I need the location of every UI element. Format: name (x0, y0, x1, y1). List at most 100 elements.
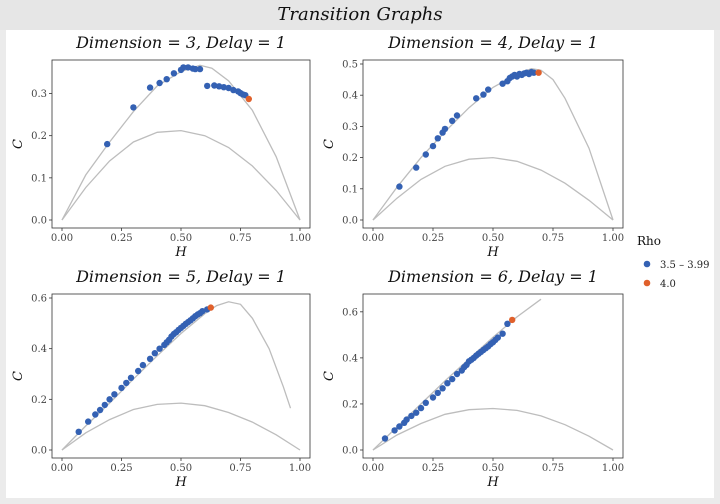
panel-frame (51, 59, 311, 229)
x-tick-label: 0.00 (51, 233, 73, 244)
y-axis-label: C (11, 371, 26, 381)
lower-bound-curve (372, 156, 614, 221)
y-tick-label: 0.0 (342, 446, 358, 457)
data-point-series-a (106, 396, 113, 403)
data-point-series-a (473, 95, 480, 102)
x-tick-label: 0.25 (110, 463, 132, 474)
x-tick-label: 0.75 (542, 463, 564, 474)
legend-label-series-b: 4.0 (660, 279, 676, 290)
data-point-series-a (453, 370, 461, 378)
data-point-series-a (156, 79, 163, 87)
legend-title: Rho (637, 234, 661, 248)
data-point-series-a (196, 65, 204, 73)
x-axis-label: H (174, 245, 187, 260)
data-point-series-a (422, 399, 429, 406)
panel-3: Dimension = 5, Delay = 1 0.00 0.25 0.50 0.75… (11, 267, 311, 490)
data-point-series-a (439, 385, 446, 392)
x-tick-label: 0.25 (422, 233, 444, 244)
legend-label-series-a: 3.5 – 3.99 (660, 260, 710, 271)
data-point-series-a (156, 345, 163, 352)
y-tick-label: 0.2 (31, 131, 47, 142)
data-point-series-a (127, 374, 135, 381)
data-point-series-a (413, 164, 420, 171)
data-point-series-a (92, 411, 99, 418)
data-point-series-a (441, 125, 449, 133)
data-point-series-a (391, 427, 398, 434)
y-tick-label: 0.3 (31, 89, 47, 100)
x-tick-label: 1.00 (289, 233, 311, 244)
data-point-series-b (535, 69, 542, 76)
data-point-series-a (211, 82, 218, 89)
lower-bound-curve (61, 129, 301, 221)
legend: Rho 3.5 – 3.99 4.0 (637, 234, 710, 290)
data-point-series-a (180, 64, 187, 71)
data-point-series-a (104, 140, 111, 148)
data-point-series-a (494, 334, 501, 341)
panel-title: Dimension = 6, Delay = 1 (387, 267, 598, 286)
data-point-series-a (151, 350, 158, 357)
x-tick-label: 0.00 (362, 233, 384, 244)
data-point-series-a (123, 379, 130, 387)
y-tick-label: 0.2 (342, 153, 358, 164)
legend-swatch-series-b (643, 279, 651, 287)
data-point-series-a (403, 416, 410, 423)
data-point-series-a (101, 401, 109, 409)
y-tick-label: 0.4 (342, 353, 358, 364)
data-point-series-a (204, 82, 211, 90)
lower-bound-curve (372, 407, 614, 451)
data-point-series-a (429, 142, 437, 150)
data-point-series-a (220, 84, 227, 91)
x-tick-label: 0.50 (170, 463, 192, 474)
x-tick-label: 0.75 (542, 233, 564, 244)
panel-2: Dimension = 4, Delay = 1 0.00 0.25 0.50 0.75… (322, 33, 624, 260)
data-point-series-a (444, 380, 451, 387)
data-point-series-a (118, 384, 125, 392)
data-point-series-a (199, 308, 206, 315)
panel-title: Dimension = 4, Delay = 1 (387, 33, 598, 52)
x-tick-label: 0.50 (482, 463, 504, 474)
data-point-series-a (408, 412, 415, 420)
x-tick-label: 0.00 (362, 463, 384, 474)
panel-frame (362, 59, 624, 229)
data-point-series-a (434, 135, 441, 142)
title-bar (0, 0, 720, 30)
data-point-series-a (396, 423, 403, 430)
x-axis-label: H (486, 245, 499, 260)
data-point-series-a (135, 367, 142, 375)
data-point-series-a (499, 80, 506, 87)
x-tick-label: 0.00 (51, 463, 73, 474)
data-point-series-b (207, 304, 214, 311)
x-tick-label: 1.00 (289, 463, 311, 474)
x-tick-label: 0.25 (110, 233, 132, 244)
lower-bound-curve (61, 402, 301, 451)
x-axis-label: H (486, 475, 499, 490)
data-point-series-a (530, 69, 537, 76)
data-point-series-a (434, 389, 441, 397)
y-axis-label: C (322, 139, 337, 149)
x-tick-label: 0.75 (229, 463, 251, 474)
x-tick-label: 0.75 (229, 233, 251, 244)
data-point-series-a (146, 84, 154, 91)
y-tick-label: 0.0 (31, 446, 47, 457)
data-point-series-a (499, 330, 506, 337)
data-point-series-a (111, 391, 118, 398)
data-point-series-a (192, 65, 199, 73)
data-point-series-a (75, 428, 82, 435)
data-point-series-a (381, 435, 389, 442)
data-point-series-a (396, 183, 403, 190)
data-point-series-a (85, 418, 92, 425)
figure-title: Transition Graphs (277, 4, 442, 25)
y-tick-label: 0.6 (31, 294, 47, 305)
data-point-series-a (480, 91, 487, 98)
y-axis-label: C (322, 371, 337, 381)
x-tick-label: 0.50 (170, 233, 192, 244)
data-point-series-a (449, 375, 456, 383)
panel-title: Dimension = 3, Delay = 1 (75, 33, 286, 52)
data-point-series-a (130, 104, 137, 111)
y-tick-label: 0.4 (342, 91, 358, 102)
legend-swatch-series-a (643, 260, 651, 268)
y-tick-label: 0.1 (31, 173, 47, 184)
data-point-series-a (170, 70, 178, 77)
panels-group: Dimension = 3, Delay = 1 0.00 0.25 0.50 0.75… (11, 33, 624, 490)
